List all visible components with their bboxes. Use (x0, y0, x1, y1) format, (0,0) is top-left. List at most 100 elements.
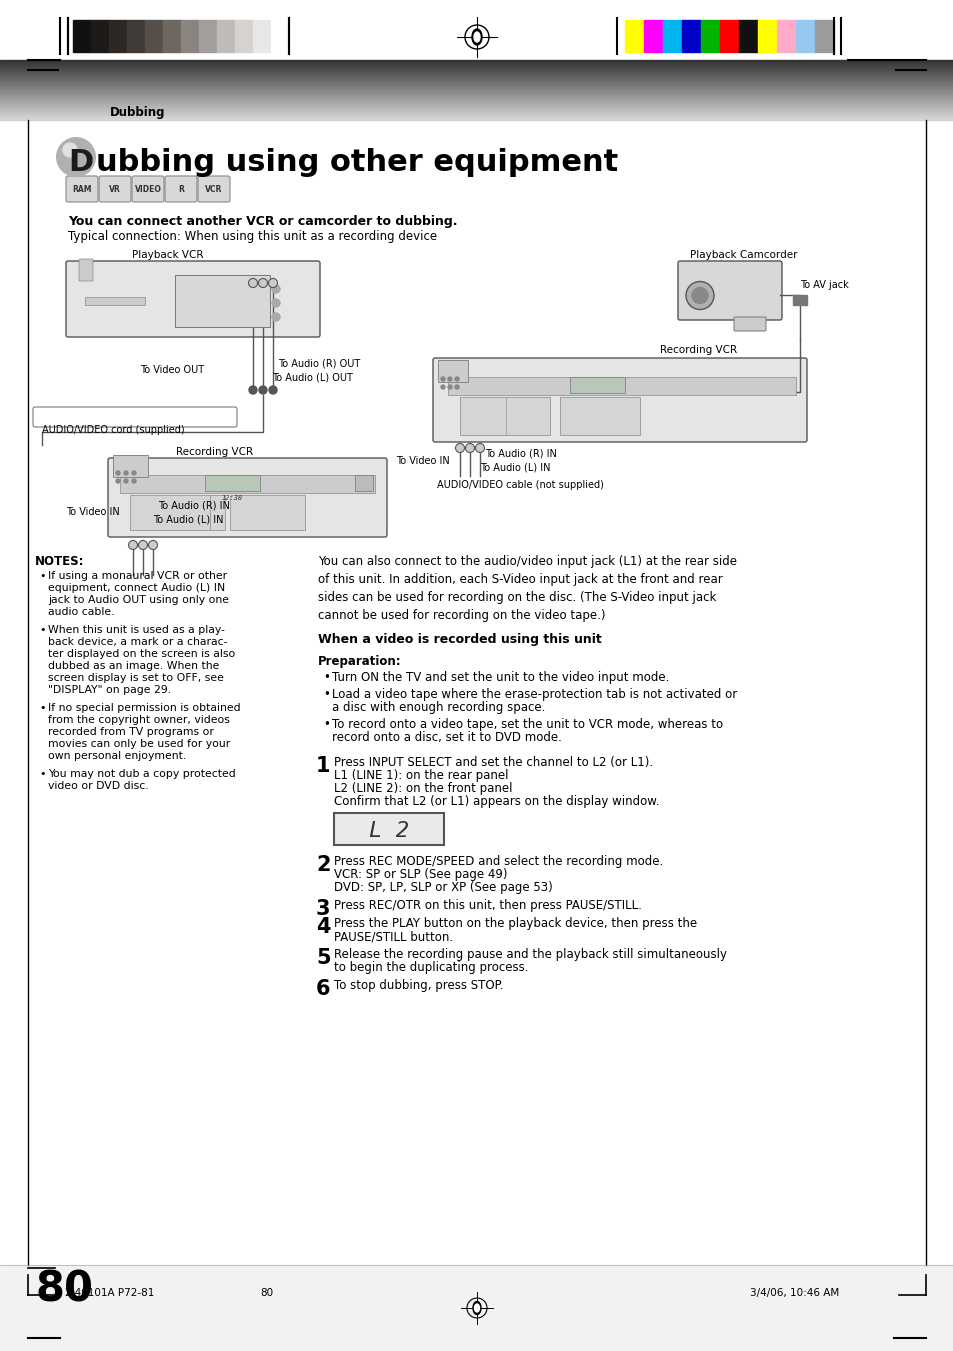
Bar (73, 20, 91, 51)
Text: jack to Audio OUT using only one: jack to Audio OUT using only one (48, 594, 229, 605)
Circle shape (440, 377, 444, 381)
Bar (0, 0, 953, 59)
Circle shape (448, 377, 452, 381)
Text: video or DVD disc.: video or DVD disc. (48, 781, 149, 790)
Text: L1 (LINE 1): on the rear panel: L1 (LINE 1): on the rear panel (334, 769, 508, 782)
Bar (253, 20, 271, 51)
Circle shape (116, 480, 120, 484)
Text: 4: 4 (315, 917, 330, 938)
Text: RAM: RAM (72, 185, 91, 193)
Circle shape (455, 377, 458, 381)
Text: NOTES:: NOTES: (35, 555, 85, 567)
Text: Load a video tape where the erase-protection tab is not activated or: Load a video tape where the erase-protec… (332, 688, 737, 701)
Text: DVD: SP, LP, SLP or XP (See page 53): DVD: SP, LP, SLP or XP (See page 53) (334, 881, 552, 894)
Bar (624, 20, 643, 51)
Text: To Audio (R) IN: To Audio (R) IN (158, 500, 230, 509)
Text: L2 (LINE 2): on the front panel: L2 (LINE 2): on the front panel (334, 782, 512, 794)
Text: ter displayed on the screen is also: ter displayed on the screen is also (48, 648, 235, 659)
FancyBboxPatch shape (678, 261, 781, 320)
Bar (662, 20, 681, 51)
Text: Press REC/OTR on this unit, then press PAUSE/STILL.: Press REC/OTR on this unit, then press P… (334, 898, 641, 912)
FancyBboxPatch shape (108, 458, 387, 536)
Bar (814, 20, 833, 51)
Text: dubbed as an image. When the: dubbed as an image. When the (48, 661, 219, 671)
Bar (112, 455, 148, 477)
Circle shape (269, 386, 276, 394)
Text: •: • (323, 671, 330, 684)
Bar (109, 20, 127, 51)
Text: 5: 5 (315, 948, 331, 969)
Circle shape (63, 143, 77, 157)
Text: 3/4/06, 10:46 AM: 3/4/06, 10:46 AM (749, 1288, 839, 1298)
Circle shape (132, 471, 136, 476)
Bar (792, 295, 806, 305)
Bar (216, 20, 234, 51)
Bar (271, 20, 289, 51)
Text: Dubbing: Dubbing (110, 105, 165, 119)
Text: movies can only be used for your: movies can only be used for your (48, 739, 230, 748)
Text: 6: 6 (315, 979, 330, 998)
Bar (91, 20, 109, 51)
Bar (163, 20, 181, 51)
Bar (234, 20, 253, 51)
Bar (230, 494, 305, 530)
Text: Press INPUT SELECT and set the channel to L2 (or L1).: Press INPUT SELECT and set the channel t… (334, 757, 653, 769)
Text: To stop dubbing, press STOP.: To stop dubbing, press STOP. (334, 979, 503, 992)
Text: •: • (39, 571, 46, 581)
Text: If using a monaural VCR or other: If using a monaural VCR or other (48, 571, 227, 581)
Text: "DISPLAY" on page 29.: "DISPLAY" on page 29. (48, 685, 171, 694)
Circle shape (149, 540, 157, 550)
Bar (681, 20, 700, 51)
Text: Release the recording pause and the playback still simultaneously: Release the recording pause and the play… (334, 948, 726, 961)
Text: D: D (68, 149, 93, 177)
Text: 80: 80 (35, 1269, 92, 1310)
Text: When this unit is used as a play-: When this unit is used as a play- (48, 626, 225, 635)
Text: •: • (39, 703, 46, 713)
FancyBboxPatch shape (66, 261, 319, 336)
Circle shape (258, 386, 267, 394)
Text: recorded from TV programs or: recorded from TV programs or (48, 727, 213, 738)
Text: 80: 80 (260, 1288, 273, 1298)
Circle shape (129, 540, 137, 550)
Bar (130, 494, 225, 530)
Bar (355, 476, 373, 490)
Bar (643, 20, 662, 51)
Text: You may not dub a copy protected: You may not dub a copy protected (48, 769, 235, 780)
FancyBboxPatch shape (66, 176, 98, 203)
Circle shape (691, 288, 707, 304)
Text: R: R (178, 185, 184, 193)
Text: Recording VCR: Recording VCR (659, 345, 737, 355)
Bar (559, 397, 639, 435)
Text: L 2: L 2 (369, 821, 409, 842)
Bar (181, 20, 199, 51)
Text: AUDIO/VIDEO cord (supplied): AUDIO/VIDEO cord (supplied) (42, 426, 185, 435)
Text: If no special permission is obtained: If no special permission is obtained (48, 703, 240, 713)
Text: 2J40101A P72-81: 2J40101A P72-81 (65, 1288, 154, 1298)
Text: Confirm that L2 (or L1) appears on the display window.: Confirm that L2 (or L1) appears on the d… (334, 794, 659, 808)
Text: Preparation:: Preparation: (317, 655, 401, 667)
Text: You can also connect to the audio/video input jack (L1) at the rear side
of this: You can also connect to the audio/video … (317, 555, 737, 621)
Ellipse shape (472, 28, 481, 45)
Bar (569, 377, 624, 393)
Text: •: • (39, 626, 46, 635)
Text: •: • (323, 717, 330, 731)
Text: from the copyright owner, videos: from the copyright owner, videos (48, 715, 230, 725)
Bar (85, 297, 145, 305)
Text: Playback Camcorder: Playback Camcorder (689, 250, 797, 259)
Text: back device, a mark or a charac-: back device, a mark or a charac- (48, 638, 227, 647)
Text: Playback VCR: Playback VCR (132, 250, 204, 259)
Circle shape (124, 480, 128, 484)
FancyBboxPatch shape (99, 176, 131, 203)
Text: To Audio (R) OUT: To Audio (R) OUT (277, 358, 360, 367)
Text: •: • (323, 688, 330, 701)
Circle shape (249, 386, 256, 394)
Text: To record onto a video tape, set the unit to VCR mode, whereas to: To record onto a video tape, set the uni… (332, 717, 722, 731)
Circle shape (272, 285, 280, 293)
Text: 2: 2 (315, 855, 330, 875)
Text: equipment, connect Audio (L) IN: equipment, connect Audio (L) IN (48, 584, 225, 593)
Circle shape (268, 278, 277, 288)
FancyBboxPatch shape (165, 176, 196, 203)
Circle shape (116, 471, 120, 476)
Text: screen display is set to OFF, see: screen display is set to OFF, see (48, 673, 224, 684)
Text: VCR: VCR (205, 185, 222, 193)
